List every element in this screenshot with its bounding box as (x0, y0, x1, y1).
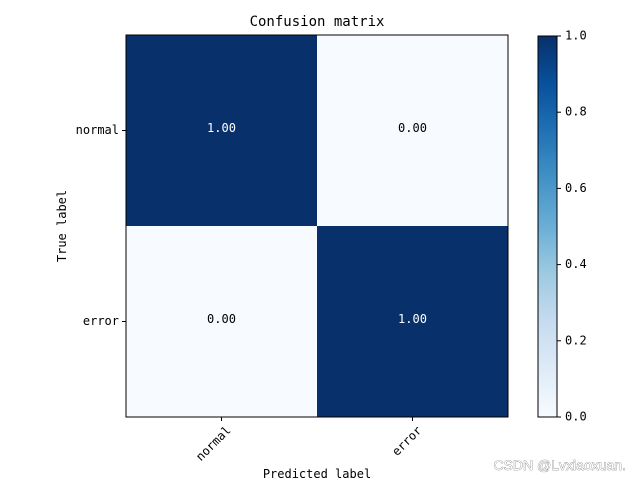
y-axis-label: True label (55, 190, 69, 262)
colorbar-ticks: 0.0 0.2 0.4 0.6 0.8 1.0 (557, 29, 587, 424)
colorbar-tick-label: 0.6 (565, 181, 587, 195)
heatmap-cell-normal-normal (126, 35, 317, 226)
x-axis-label: Predicted label (263, 467, 371, 480)
heatmap-cell-normal-error (317, 35, 508, 226)
x-axis-ticks: normal error (193, 417, 425, 464)
colorbar-tick-label: 1.0 (565, 29, 587, 43)
colorbar: 0.0 0.2 0.4 0.6 0.8 1.0 (537, 29, 587, 424)
heatmap-cell-error-normal (126, 226, 317, 417)
cell-labels: 1.00 0.00 0.00 1.00 (207, 121, 427, 326)
cell-value-label: 1.00 (207, 121, 236, 135)
plot-frame (125, 34, 509, 418)
cell-value-label: 0.00 (398, 121, 427, 135)
cell-value-label: 0.00 (207, 312, 236, 326)
heatmap-cells (126, 35, 508, 417)
y-axis-ticks: normal error (76, 123, 126, 328)
y-tick-label: normal (76, 123, 119, 137)
colorbar-tick-label: 0.8 (565, 105, 587, 119)
watermark: CSDN @Lvxiaoxuan. (494, 457, 627, 473)
cell-value-label: 1.00 (398, 312, 427, 326)
colorbar-tick-label: 0.4 (565, 257, 587, 271)
x-tick-label: error (389, 423, 424, 458)
colorbar-tick-label: 0.0 (565, 410, 587, 424)
colorbar-gradient (537, 35, 558, 418)
chart-title: Confusion matrix (250, 14, 385, 30)
y-tick-label: error (83, 314, 119, 328)
x-tick-label: normal (193, 423, 234, 464)
heatmap-cell-error-error (317, 226, 508, 417)
colorbar-tick-label: 0.2 (565, 333, 587, 347)
